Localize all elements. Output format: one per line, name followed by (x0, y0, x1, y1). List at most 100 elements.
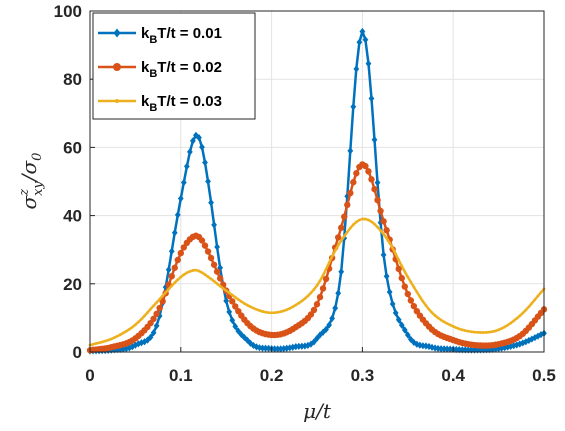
data-point (339, 239, 343, 243)
data-point (482, 331, 485, 334)
data-point (177, 194, 184, 203)
data-point (421, 299, 425, 303)
data-point (460, 328, 464, 332)
data-point (202, 158, 208, 167)
data-point (504, 343, 511, 351)
data-point (203, 273, 207, 276)
data-point (161, 294, 165, 298)
data-point (227, 291, 231, 295)
data-point (170, 284, 174, 288)
data-point (445, 322, 449, 325)
data-point (167, 287, 171, 291)
data-point (444, 345, 451, 353)
data-point (147, 333, 154, 341)
data-point (494, 329, 497, 333)
data-point (209, 277, 213, 281)
data-point (506, 323, 510, 327)
data-point (436, 316, 440, 320)
data-point (503, 325, 507, 329)
data-point (277, 345, 284, 353)
data-point (298, 342, 305, 350)
data-point (357, 218, 361, 222)
data-point (327, 261, 331, 265)
x-tick-label: 0.1 (169, 366, 193, 385)
data-point (344, 201, 351, 209)
data-point (530, 301, 534, 305)
data-point (351, 223, 355, 227)
data-point (453, 345, 460, 354)
y-tick-label: 100 (54, 2, 82, 21)
data-point (232, 303, 239, 310)
ticks: 0 0.1 0.2 0.3 0.4 0.5 0 20 40 60 80 100 (54, 2, 556, 385)
data-point (112, 336, 116, 340)
data-point (389, 300, 396, 308)
data-point (123, 345, 130, 353)
legend-marker (113, 28, 121, 38)
data-point (183, 162, 190, 171)
data-point (376, 225, 379, 229)
data-point (261, 310, 264, 313)
data-point (442, 320, 446, 324)
data-point (400, 264, 404, 268)
legend-label: kBT/t = 0.01 (141, 25, 222, 46)
x-tick-label: 0.2 (260, 366, 284, 385)
data-point (159, 297, 166, 305)
data-point (374, 196, 381, 204)
data-point (377, 207, 384, 215)
data-point (126, 344, 133, 352)
data-point (341, 213, 348, 220)
data-point (324, 267, 328, 271)
data-point (153, 310, 160, 318)
data-point (264, 310, 267, 314)
data-point (207, 254, 215, 262)
data-point (91, 342, 95, 346)
data-point (332, 304, 339, 312)
data-point (214, 243, 220, 251)
data-point (394, 252, 398, 256)
data-point (218, 284, 222, 288)
data-point (144, 336, 151, 344)
data-point (212, 279, 216, 283)
y-tick-label: 20 (63, 275, 82, 294)
data-point (150, 315, 157, 323)
data-point (283, 344, 290, 352)
y-tick-label: 80 (63, 70, 82, 89)
data-point (367, 218, 370, 222)
data-point (518, 314, 522, 318)
data-point (330, 255, 334, 258)
data-point (211, 221, 217, 229)
data-point (365, 59, 372, 68)
data-point (310, 306, 318, 314)
data-point (441, 345, 447, 353)
data-point (362, 36, 369, 44)
data-point (430, 311, 434, 315)
data-point (353, 65, 360, 73)
data-point (156, 304, 163, 312)
data-point (232, 322, 239, 331)
data-point (529, 335, 535, 343)
x-tick-label: 0 (85, 366, 94, 385)
data-point (308, 340, 314, 348)
data-point (216, 275, 224, 282)
data-point (168, 272, 175, 280)
data-point (485, 331, 488, 334)
data-point (427, 307, 431, 311)
data-point (323, 325, 329, 333)
data-point (173, 281, 177, 285)
data-point (471, 346, 478, 354)
data-point (306, 294, 310, 298)
x-tick-label: 0.3 (351, 366, 375, 385)
data-point (410, 338, 417, 347)
data-point (180, 244, 188, 251)
data-point (406, 275, 410, 279)
data-point (413, 307, 421, 315)
legend-item: kBT/t = 0.03 (98, 93, 222, 114)
data-point (303, 297, 307, 301)
data-point (345, 230, 349, 234)
data-point (267, 311, 270, 315)
data-point (370, 220, 373, 224)
data-point (512, 319, 516, 323)
data-point (333, 249, 337, 252)
data-point (242, 302, 246, 305)
data-point (476, 330, 479, 334)
